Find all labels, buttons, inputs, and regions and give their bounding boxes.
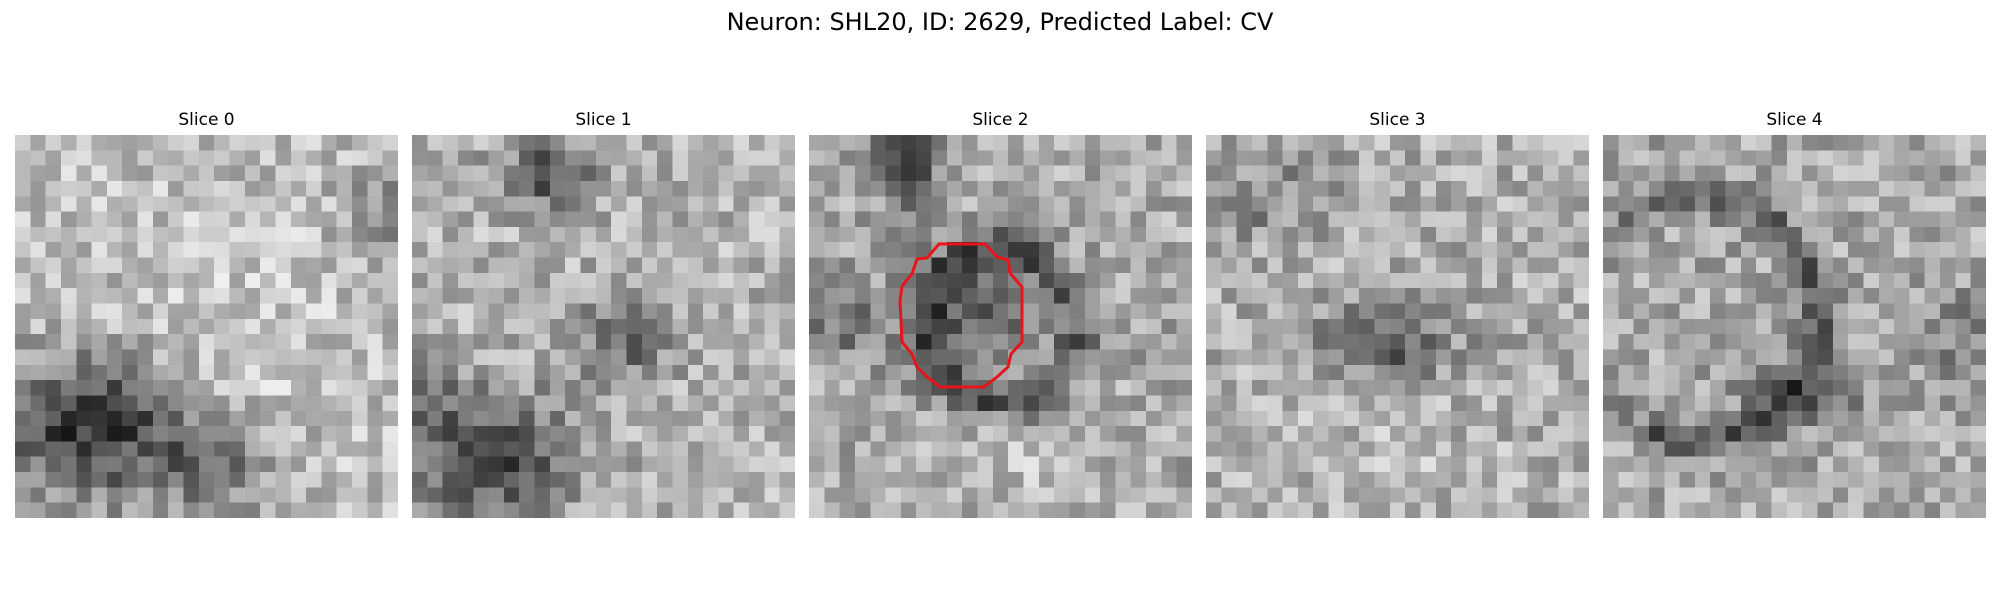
slice-image-1 [412,135,795,518]
slice-image-4 [1603,135,1986,518]
figure-title: Neuron: SHL20, ID: 2629, Predicted Label… [726,8,1274,36]
slice-image-0 [15,135,398,518]
slice-title-1: Slice 1 [575,110,632,130]
slice-panel-0: Slice 0 [15,108,398,518]
slice-title-2: Slice 2 [972,110,1029,130]
slice-panel-4: Slice 4 [1603,108,1986,518]
slice-panel-1: Slice 1 [412,108,795,518]
slice-image-2 [809,135,1192,518]
slice-image-3 [1206,135,1589,518]
slice-title-4: Slice 4 [1766,110,1823,130]
slice-panel-2: Slice 2 [809,108,1192,518]
slice-title-0: Slice 0 [178,110,235,130]
slice-panel-3: Slice 3 [1206,108,1589,518]
slice-title-3: Slice 3 [1369,110,1426,130]
